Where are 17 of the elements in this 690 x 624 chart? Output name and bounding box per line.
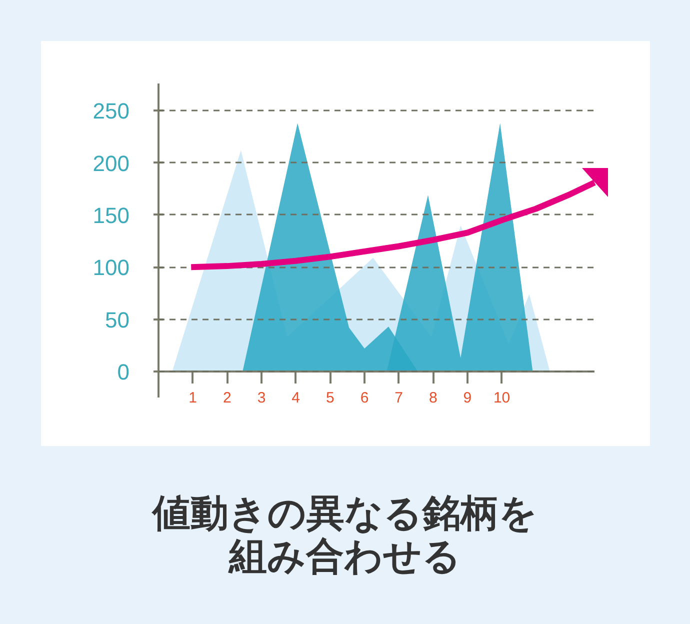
x-tick-label: 2 [222, 389, 232, 406]
x-tick-label: 4 [292, 389, 300, 406]
y-tick-label: 200 [92, 150, 130, 176]
x-tick-label: 9 [463, 389, 472, 406]
y-tick-label: 150 [92, 202, 130, 228]
x-tick-label: 3 [257, 389, 266, 406]
y-tick-label: 50 [105, 307, 130, 332]
x-tick-label: 8 [428, 389, 438, 406]
y-tick-label: 250 [92, 98, 130, 124]
x-tick-label: 10 [493, 389, 510, 406]
y-tick-label: 0 [117, 359, 130, 384]
x-tick-label: 7 [394, 389, 403, 406]
x-tick-label: 1 [188, 389, 198, 406]
x-tick-label: 5 [326, 389, 334, 406]
y-tick-label: 100 [92, 255, 130, 280]
x-tick-label: 6 [360, 389, 369, 406]
text: 値動きの異なる銘柄を組み合わせる [150, 491, 538, 578]
